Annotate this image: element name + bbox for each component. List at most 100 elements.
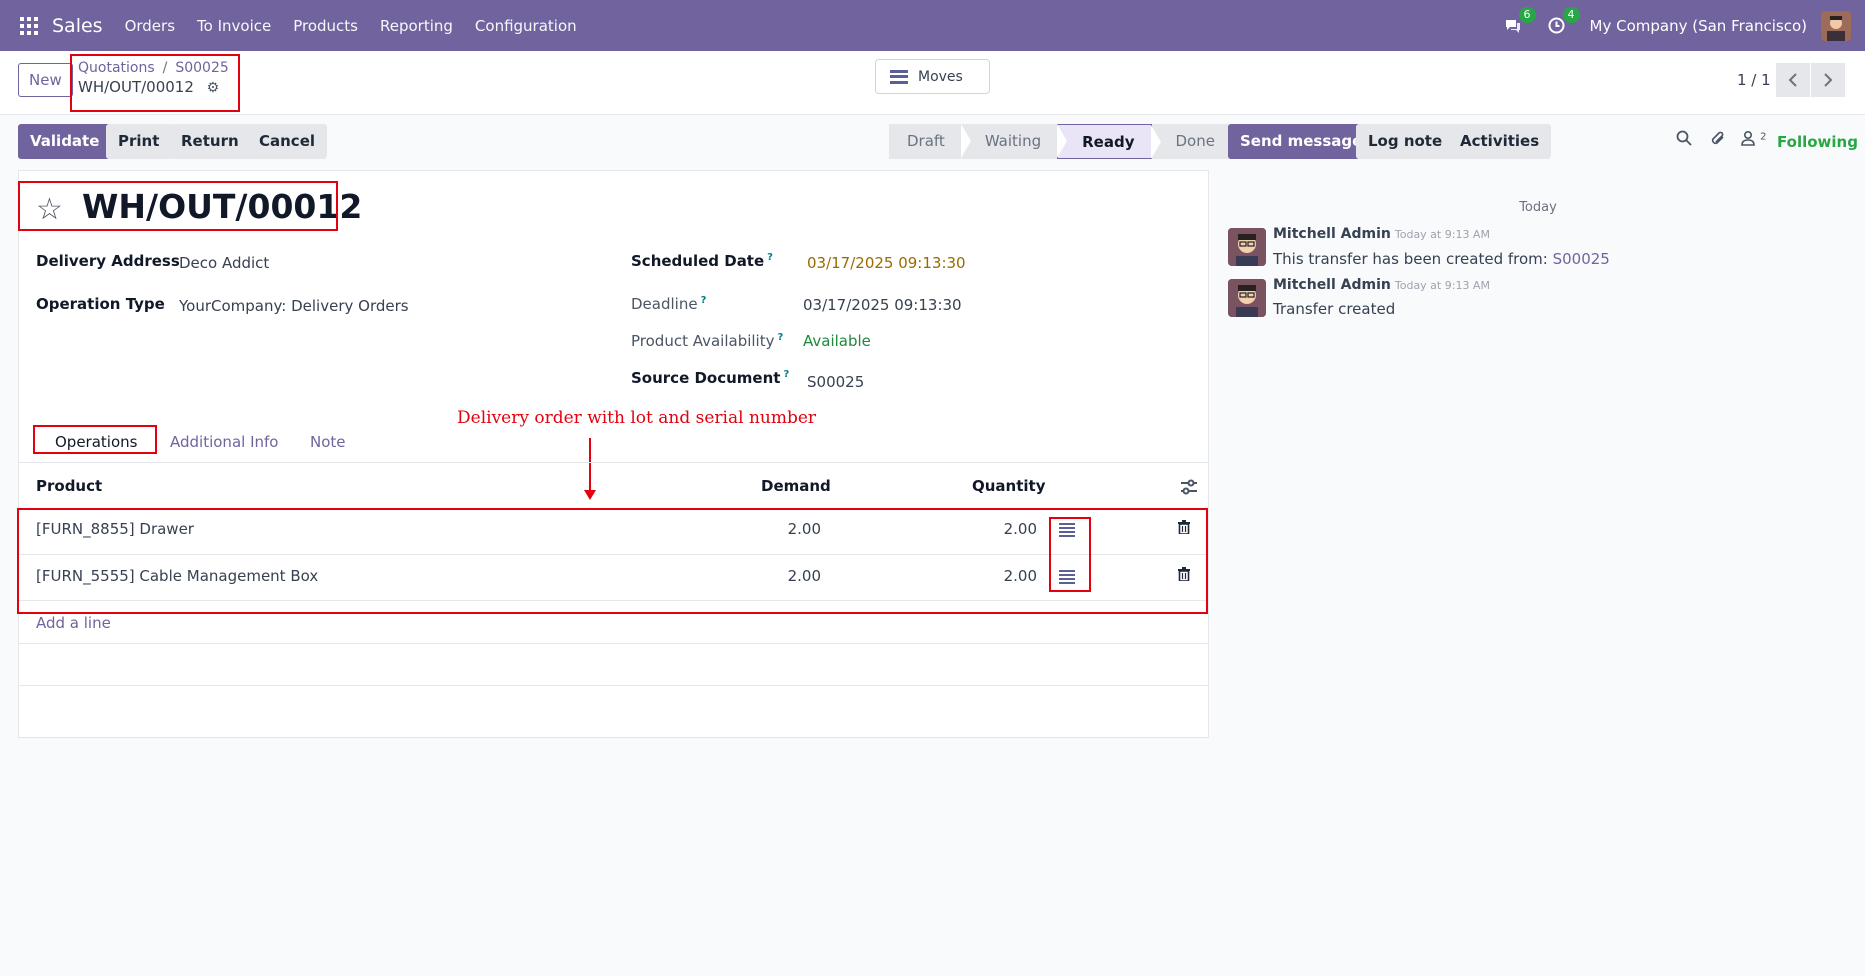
deadline-value: 03/17/2025 09:13:30 bbox=[803, 296, 962, 314]
company-switcher[interactable]: My Company (San Francisco) bbox=[1589, 16, 1807, 35]
return-button[interactable]: Return bbox=[169, 124, 251, 159]
stage-waiting[interactable]: Waiting bbox=[960, 124, 1068, 159]
delivery-address-value[interactable]: Deco Addict bbox=[179, 254, 270, 272]
activities-clock-icon[interactable]: 4 bbox=[1546, 6, 1580, 37]
breadcrumb: Quotations / S00025 bbox=[78, 60, 229, 76]
message-body: This transfer has been created from: S00… bbox=[1273, 250, 1610, 268]
annotation-box-rows bbox=[17, 508, 1208, 614]
moves-label: Moves bbox=[918, 68, 963, 85]
validate-button[interactable]: Validate bbox=[18, 124, 112, 159]
activities-count-badge: 4 bbox=[1562, 6, 1580, 23]
tabs-divider bbox=[18, 462, 1209, 463]
message-time: Today at 9:13 AM bbox=[1394, 228, 1490, 241]
nav-item-orders[interactable]: Orders bbox=[124, 16, 176, 35]
control-panel: New Quotations / S00025 WH/OUT/00012 ⚙ Mov… bbox=[0, 51, 1865, 115]
stage-draft[interactable]: Draft bbox=[889, 124, 971, 159]
annotation-box-operations-tab bbox=[33, 425, 157, 454]
message-author: Mitchell Admin Today at 9:13 AM bbox=[1273, 226, 1490, 242]
pager-previous-button[interactable] bbox=[1776, 63, 1810, 97]
message-body: Transfer created bbox=[1273, 300, 1396, 318]
record-title[interactable]: WH/OUT/00012 bbox=[82, 187, 363, 226]
user-avatar[interactable] bbox=[1821, 10, 1851, 41]
current-record-name: WH/OUT/00012 ⚙ bbox=[78, 78, 219, 96]
star-icon[interactable]: ☆ bbox=[36, 192, 63, 227]
stage-ready[interactable]: Ready bbox=[1057, 124, 1161, 159]
messages-count-badge: 6 bbox=[1518, 6, 1536, 23]
row-1-demand[interactable]: 2.00 bbox=[787, 520, 821, 538]
row-2-product[interactable]: [FURN_5555] Cable Management Box bbox=[36, 567, 319, 585]
following-toggle[interactable]: Following bbox=[1777, 133, 1858, 151]
apps-menu-icon[interactable] bbox=[20, 16, 38, 35]
stage-done[interactable]: Done bbox=[1151, 124, 1233, 159]
annotation-arrow bbox=[589, 438, 591, 494]
tab-note[interactable]: Note bbox=[310, 433, 346, 451]
source-document-label: Source Document? bbox=[631, 369, 790, 387]
breadcrumb-quotations[interactable]: Quotations bbox=[78, 60, 155, 76]
date-separator: Today bbox=[1519, 200, 1557, 215]
deadline-label: Deadline? bbox=[631, 295, 707, 313]
annotation-box-detail-icons bbox=[1049, 517, 1091, 592]
row-1-product[interactable]: [FURN_8855] Drawer bbox=[36, 520, 194, 538]
tab-additional-info[interactable]: Additional Info bbox=[170, 433, 279, 451]
message-time: Today at 9:13 AM bbox=[1394, 279, 1490, 292]
availability-value: Available bbox=[803, 332, 871, 350]
app-name[interactable]: Sales bbox=[52, 14, 103, 37]
messages-icon[interactable]: 6 bbox=[1502, 6, 1536, 37]
print-button[interactable]: Print bbox=[106, 124, 172, 159]
top-navbar: Sales Orders To Invoice Products Reporti… bbox=[0, 0, 1865, 51]
nav-item-reporting[interactable]: Reporting bbox=[380, 16, 453, 35]
row-1-detailed-operations-icon[interactable] bbox=[1059, 523, 1075, 537]
message-author: Mitchell Admin Today at 9:13 AM bbox=[1273, 277, 1490, 293]
paperclip-icon[interactable] bbox=[1710, 130, 1726, 151]
followers-icon[interactable]: 2 bbox=[1741, 130, 1766, 150]
cancel-button[interactable]: Cancel bbox=[247, 124, 328, 159]
breadcrumb-separator: / bbox=[162, 60, 168, 76]
avatar[interactable] bbox=[1228, 228, 1266, 266]
followers-count: 2 bbox=[1760, 131, 1767, 143]
row-divider bbox=[18, 554, 1209, 555]
scheduled-date-value[interactable]: 03/17/2025 09:13:30 bbox=[807, 254, 966, 272]
row-1-quantity[interactable]: 2.00 bbox=[1003, 520, 1037, 538]
send-message-button[interactable]: Send message bbox=[1228, 124, 1375, 159]
row-2-delete-icon[interactable] bbox=[1178, 567, 1190, 582]
tab-operations[interactable]: Operations bbox=[55, 433, 138, 451]
breadcrumb-s00025[interactable]: S00025 bbox=[175, 60, 229, 76]
source-link[interactable]: S00025 bbox=[1552, 250, 1610, 268]
list-icon bbox=[890, 69, 908, 84]
nav-item-to-invoice[interactable]: To Invoice bbox=[197, 16, 272, 35]
nav-item-configuration[interactable]: Configuration bbox=[474, 16, 577, 35]
moves-smart-button[interactable]: Moves bbox=[875, 59, 990, 94]
new-button[interactable]: New bbox=[18, 63, 73, 97]
operation-type-value[interactable]: YourCompany: Delivery Orders bbox=[179, 297, 409, 315]
row-divider bbox=[18, 600, 1209, 601]
activities-button[interactable]: Activities bbox=[1448, 124, 1552, 159]
pager-value[interactable]: 1 / 1 bbox=[1737, 71, 1771, 89]
search-icon[interactable] bbox=[1676, 130, 1692, 150]
pager-next-button[interactable] bbox=[1811, 63, 1845, 97]
annotation-text: Delivery order with lot and serial numbe… bbox=[457, 408, 817, 428]
record-name-text: WH/OUT/00012 bbox=[78, 78, 194, 96]
row-divider bbox=[18, 685, 1209, 686]
scheduled-date-label: Scheduled Date? bbox=[631, 252, 773, 270]
row-2-demand[interactable]: 2.00 bbox=[787, 567, 821, 585]
add-a-line-link[interactable]: Add a line bbox=[36, 614, 111, 632]
column-header-product[interactable]: Product bbox=[36, 477, 103, 495]
delivery-address-label: Delivery Address bbox=[36, 252, 180, 270]
nav-item-products[interactable]: Products bbox=[293, 16, 358, 35]
annotation-arrow-head bbox=[584, 490, 596, 500]
row-2-detailed-operations-icon[interactable] bbox=[1059, 570, 1075, 584]
column-header-quantity[interactable]: Quantity bbox=[972, 477, 1046, 495]
row-1-delete-icon[interactable] bbox=[1178, 520, 1190, 535]
row-divider bbox=[18, 643, 1209, 644]
log-note-button[interactable]: Log note bbox=[1356, 124, 1455, 159]
source-document-value[interactable]: S00025 bbox=[807, 373, 865, 391]
avatar[interactable] bbox=[1228, 279, 1266, 317]
operation-type-label: Operation Type bbox=[36, 295, 165, 313]
gear-icon[interactable]: ⚙ bbox=[206, 80, 220, 96]
column-header-demand[interactable]: Demand bbox=[761, 477, 831, 495]
annotation-box-title bbox=[18, 181, 338, 231]
availability-label: Product Availability? bbox=[631, 332, 784, 350]
column-settings-icon[interactable] bbox=[1180, 479, 1198, 495]
status-bar: Draft Waiting Ready Done bbox=[889, 124, 1233, 159]
row-2-quantity[interactable]: 2.00 bbox=[1003, 567, 1037, 585]
